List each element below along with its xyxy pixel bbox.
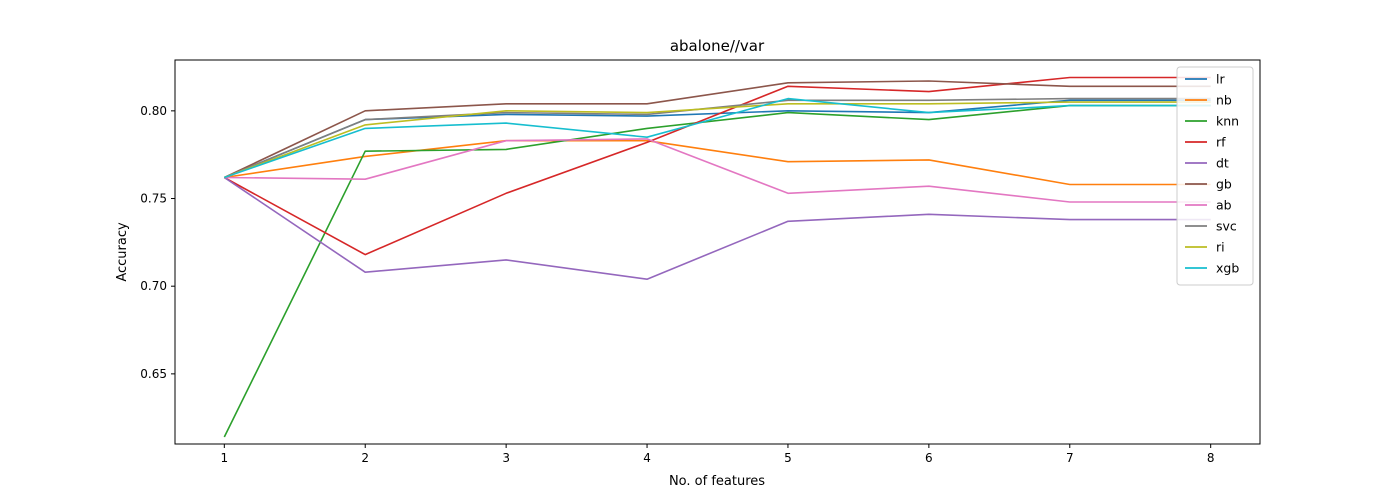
series-line-svc [223,97,1211,179]
x-tick-label: 5 [784,451,792,465]
legend-label-svc: svc [1216,219,1237,234]
series-line-dt [223,176,1211,281]
legend-label-knn: knn [1216,114,1239,129]
x-tick-label: 2 [361,451,369,465]
series-line-ri [224,101,1211,179]
y-tick-label: 0.75 [140,192,167,206]
x-tick-label: 1 [220,451,228,465]
series-line-ab [224,138,1211,203]
series-line-knn [223,104,1211,438]
x-tick-label: 6 [925,451,933,465]
x-tick-label: 4 [643,451,651,465]
y-axis-label: Accuracy [115,222,130,282]
y-tick-label: 0.65 [140,367,167,381]
legend-label-nb: nb [1216,93,1232,108]
y-tick-label: 0.80 [140,104,167,118]
y-tick-label: 0.70 [140,279,167,293]
legend-label-xgb: xgb [1216,261,1239,276]
x-tick-label: 3 [502,451,510,465]
series-layer [223,76,1211,438]
series-line-nb [224,139,1211,186]
legend: lr nb knn rf dt gb ab svc ri xgb [1176,66,1254,286]
plot-frame [174,59,1261,445]
series-line-rf [223,76,1211,256]
legend-label-ab: ab [1216,198,1232,213]
legend-label-ri: ri [1216,240,1225,255]
legend-label-dt: dt [1216,156,1229,171]
chart-title: abalone//var [670,37,765,55]
legend-label-gb: gb [1216,177,1232,192]
axes: 1 2 3 4 5 6 7 8 0.65 0.70 0.75 0.80 [140,59,1261,465]
x-tick-label: 7 [1066,451,1074,465]
x-axis-label: No. of features [669,474,765,489]
series-line-xgb [224,97,1211,179]
legend-label-lr: lr [1216,72,1225,87]
x-tick-label: 8 [1207,451,1215,465]
legend-label-rf: rf [1216,135,1226,150]
series-line-gb [223,80,1211,179]
